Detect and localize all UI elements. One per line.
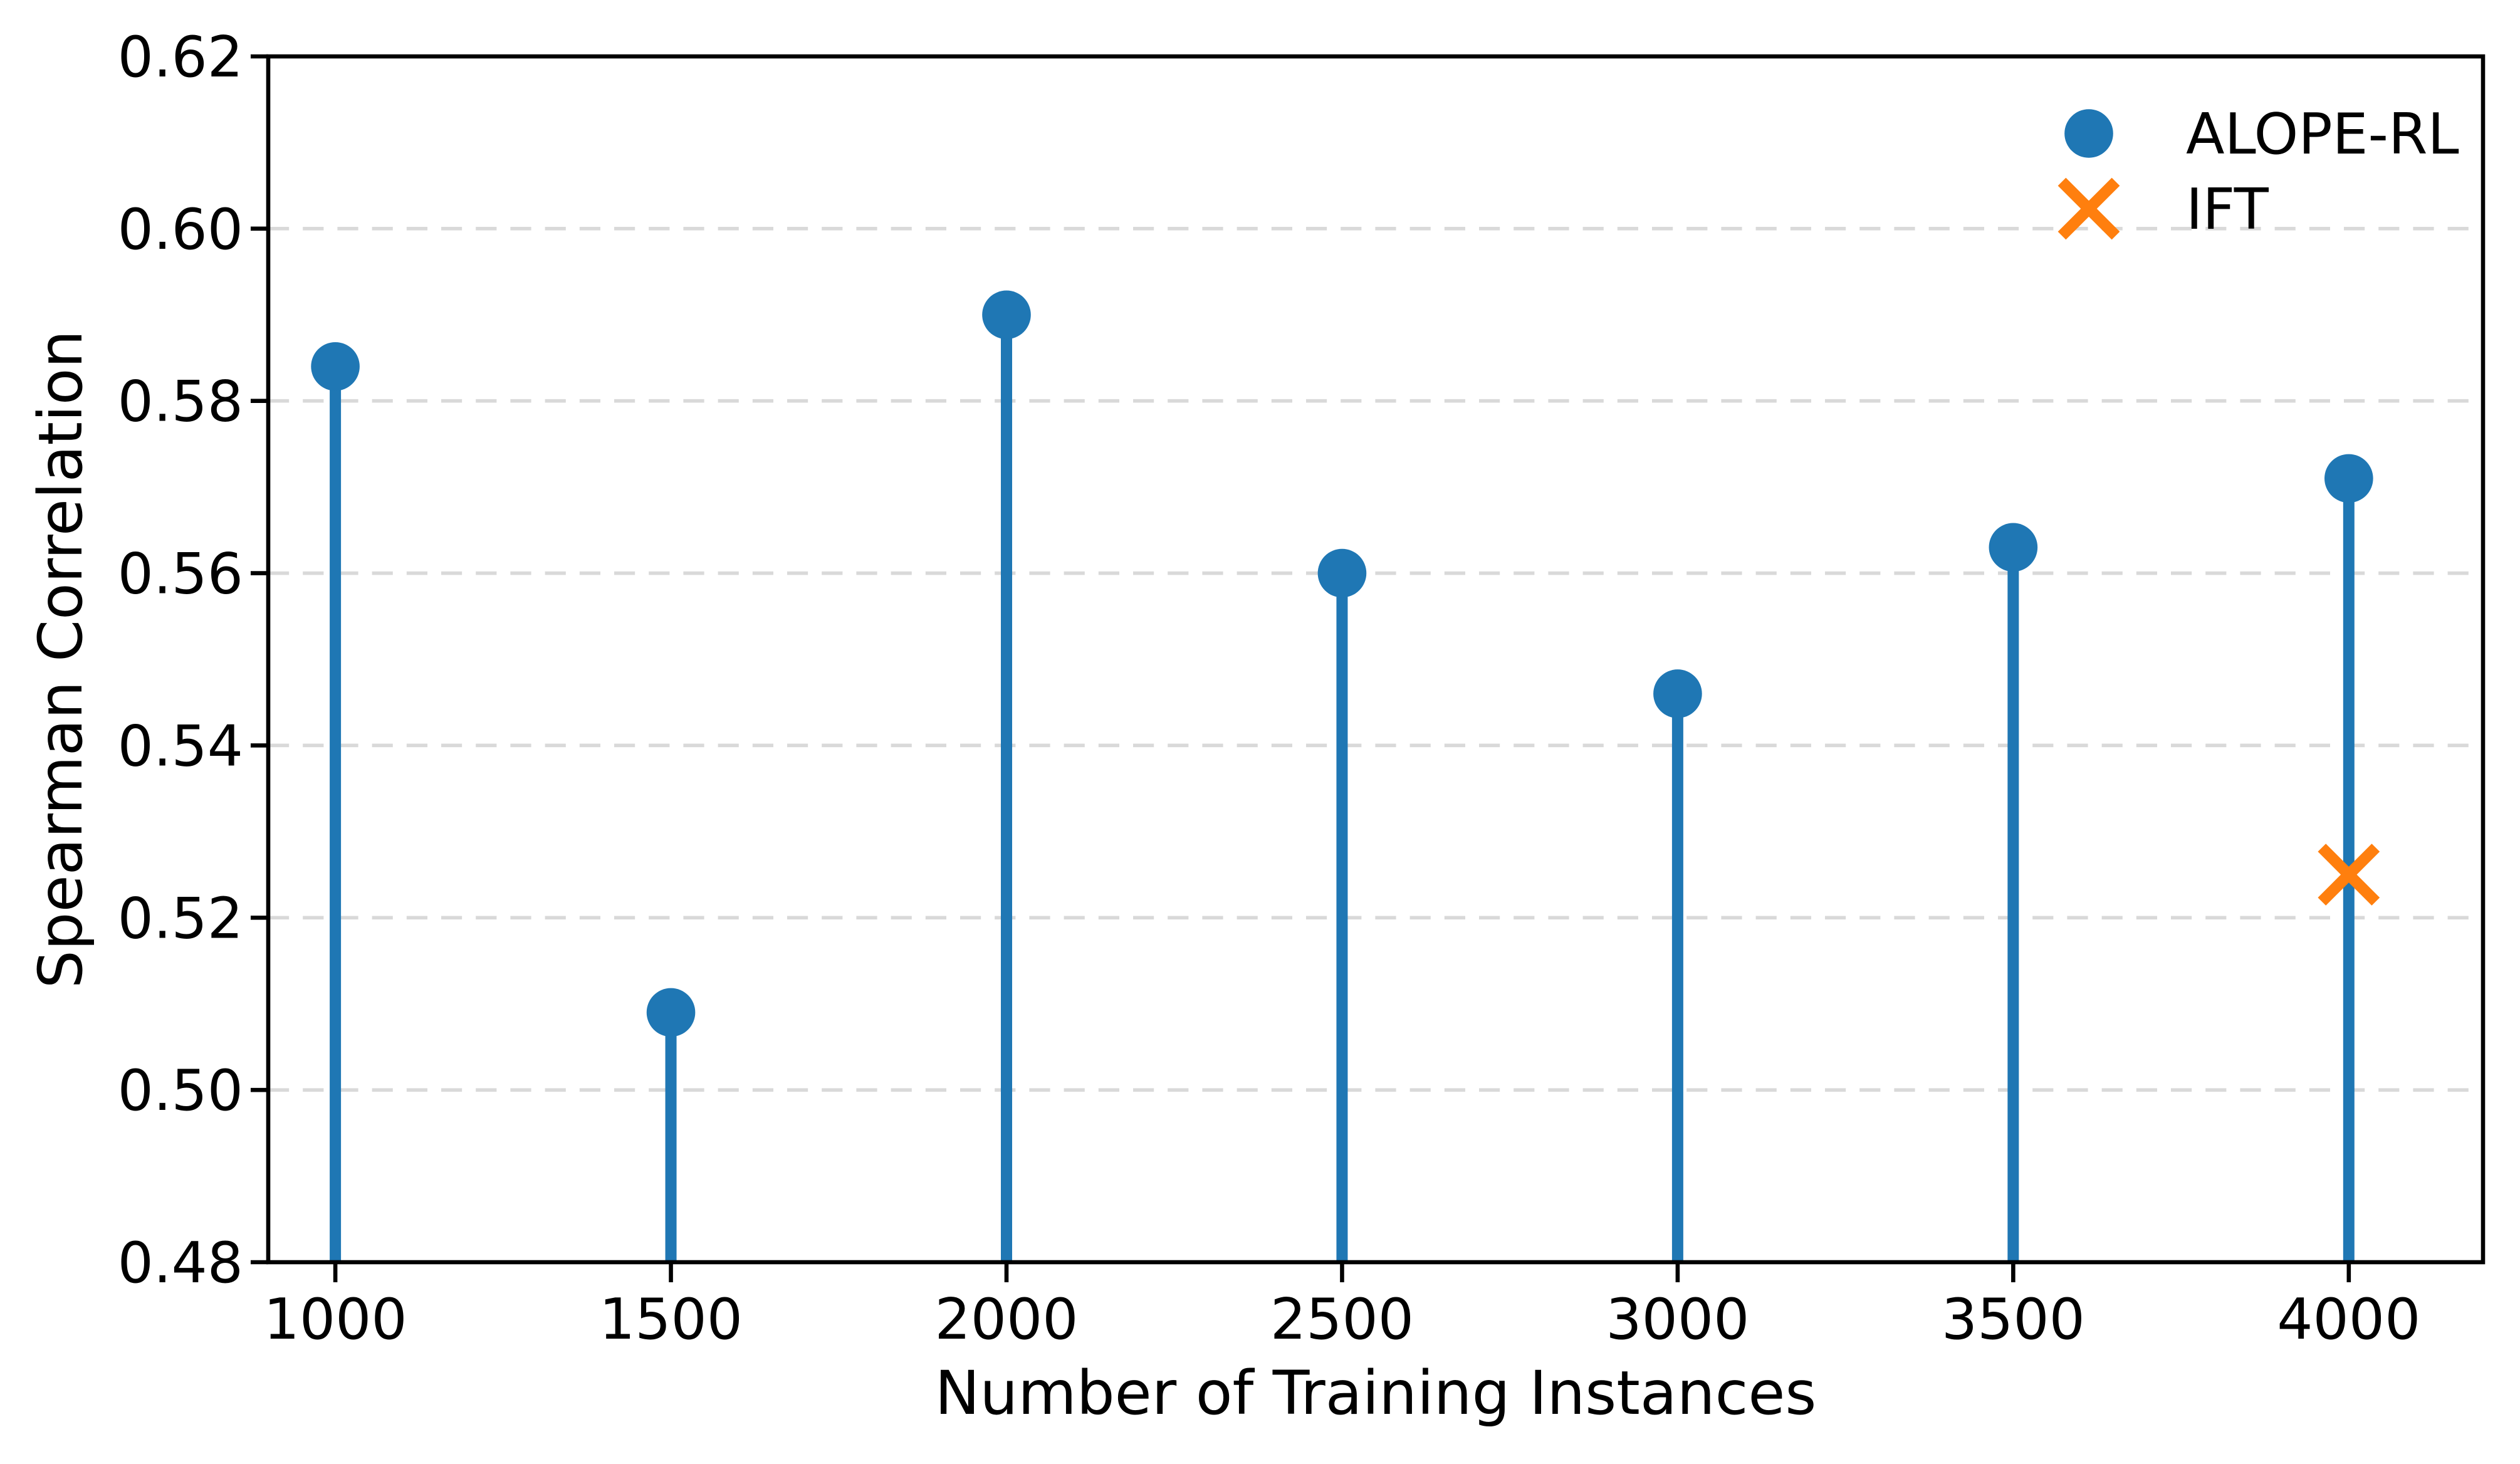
data-point-marker (2324, 454, 2373, 503)
y-axis-label: Spearman Correlation (26, 330, 96, 989)
data-point-marker (1653, 669, 1702, 718)
y-tick-label: 0.58 (118, 369, 243, 435)
y-axis: 0.48 0.50 0.52 0.54 0.56 0.58 0.60 0.62 (118, 24, 268, 1296)
y-tick-label: 0.50 (118, 1058, 243, 1124)
legend-label: ALOPE-RL (2186, 102, 2459, 167)
data-point-marker (1317, 548, 1367, 598)
legend-label: IFT (2186, 177, 2269, 243)
legend: ALOPE-RL IFT (2057, 102, 2459, 243)
data-point-marker (1989, 523, 2038, 572)
x-axis-label: Number of Training Instances (935, 1358, 1817, 1428)
data-point-marker (646, 988, 696, 1037)
x-tick-label: 4000 (2277, 1287, 2420, 1352)
plot-spines (266, 54, 2486, 1265)
x-marker-stroke (2318, 844, 2380, 906)
x-tick-label: 3500 (1942, 1287, 2085, 1352)
x-tick-label: 2500 (1270, 1287, 1414, 1352)
y-tick-label: 0.60 (118, 197, 243, 263)
x-tick-label: 1500 (599, 1287, 743, 1352)
alope-rl-markers (311, 290, 2373, 1037)
y-tick-label: 0.62 (118, 24, 243, 90)
y-tick-label: 0.54 (118, 713, 243, 779)
legend-marker-circle (2064, 109, 2113, 158)
y-tick-label: 0.48 (118, 1230, 243, 1296)
x-tick-label: 1000 (264, 1287, 407, 1352)
y-tick-label: 0.56 (118, 541, 243, 607)
gridlines (268, 227, 2483, 1092)
x-axis: 1000 1500 2000 2500 3000 3500 4000 (264, 1262, 2420, 1352)
data-point-marker (982, 290, 1031, 340)
ift-marker (2318, 844, 2380, 906)
stems (330, 315, 2355, 1262)
data-point-marker (311, 342, 360, 391)
y-tick-label: 0.52 (118, 886, 243, 951)
x-tick-label: 2000 (934, 1287, 1078, 1352)
x-tick-label: 3000 (1606, 1287, 1749, 1352)
legend-marker-x (2057, 177, 2120, 240)
